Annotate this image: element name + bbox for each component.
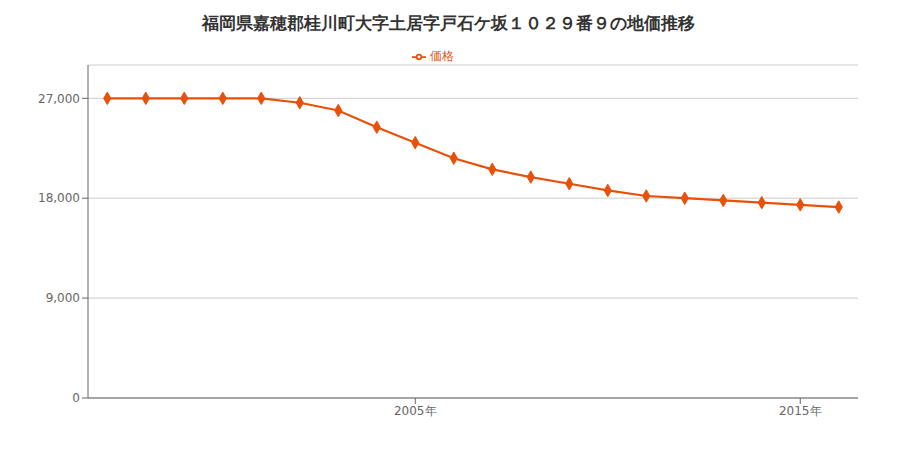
svg-text:0: 0 — [72, 391, 80, 405]
html-text:価格: 価格 — [430, 49, 454, 63]
svg-text:27,000: 27,000 — [38, 92, 80, 106]
svg-text:2005年: 2005年 — [394, 404, 437, 418]
svg-text:9,000: 9,000 — [46, 291, 80, 305]
svg-text:18,000: 18,000 — [38, 191, 80, 205]
svg-text:2015年: 2015年 — [779, 404, 822, 418]
html-text:福岡県嘉穂郡桂川町大字土居字戸石ケ坂１０２９番９の地価推移: 福岡県嘉穂郡桂川町大字土居字戸石ケ坂１０２９番９の地価推移 — [201, 13, 695, 33]
